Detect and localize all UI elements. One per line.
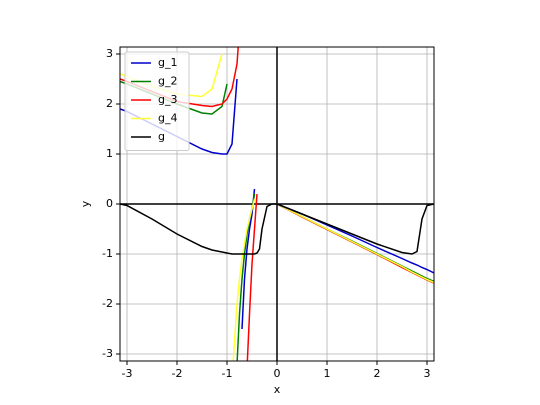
x-tick-label: -2 — [172, 367, 183, 380]
x-tick-label: -1 — [222, 367, 233, 380]
legend-label: g — [158, 130, 165, 143]
y-axis-label: y — [79, 200, 92, 207]
x-axis-label: x — [274, 383, 281, 396]
y-tick-label: -1 — [102, 247, 113, 260]
y-tick-label: 3 — [106, 47, 113, 60]
y-tick-label: 1 — [106, 147, 113, 160]
y-tick-label: -2 — [102, 297, 113, 310]
y-tick-label: -3 — [102, 347, 113, 360]
x-tick-label: 2 — [374, 367, 381, 380]
plot-frame — [119, 46, 435, 362]
series-line — [120, 203, 434, 255]
y-tick-label: 2 — [106, 97, 113, 110]
x-tick-label: 0 — [274, 367, 281, 380]
legend-label: g_1 — [158, 56, 177, 69]
x-tick-label: 1 — [324, 367, 331, 380]
x-tick-label: -3 — [122, 367, 133, 380]
legend-label: g_4 — [158, 112, 177, 125]
legend-box — [124, 51, 190, 151]
y-tick-label: 0 — [106, 197, 113, 210]
x-tick-label: 3 — [424, 367, 431, 380]
legend-label: g_3 — [158, 93, 177, 106]
legend-label: g_2 — [158, 75, 177, 88]
